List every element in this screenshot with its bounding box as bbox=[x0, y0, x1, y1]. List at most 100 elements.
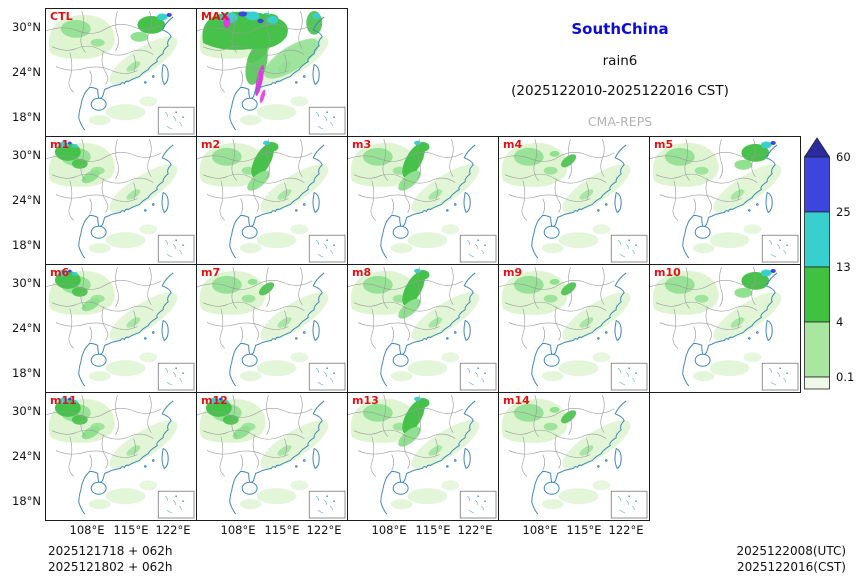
south-china-sea-inset bbox=[459, 490, 497, 519]
colorbar-level-label: 25 bbox=[836, 205, 851, 219]
lat-tick-label: 24°N bbox=[12, 449, 41, 463]
lat-tick-label: 24°N bbox=[12, 321, 41, 335]
lat-tick-label: 30°N bbox=[12, 404, 41, 418]
map-canvas bbox=[499, 138, 648, 263]
panel-ctl: CTL bbox=[45, 8, 197, 137]
lat-tick-label: 18°N bbox=[12, 110, 41, 124]
lon-tick-label: 108°E bbox=[69, 523, 105, 537]
map-canvas bbox=[348, 138, 497, 263]
panel-m5: m5 bbox=[649, 136, 801, 265]
lon-tick-label: 115°E bbox=[415, 523, 451, 537]
lon-tick-label: 108°E bbox=[220, 523, 256, 537]
map-canvas bbox=[46, 10, 195, 135]
south-china-sea-inset bbox=[459, 234, 497, 263]
south-china-sea-inset bbox=[308, 234, 346, 263]
init-time-text: 2025121718 + 062h 2025121802 + 062h bbox=[48, 543, 173, 575]
south-china-sea-inset bbox=[157, 234, 195, 263]
colorbar-level-label: 4 bbox=[836, 315, 844, 329]
lat-tick-label: 24°N bbox=[12, 193, 41, 207]
map-canvas bbox=[46, 138, 195, 263]
panel-label: m13 bbox=[352, 394, 379, 407]
title-block: SouthChina rain6 (2025122010-2025122016 … bbox=[430, 20, 810, 129]
region-title: SouthChina bbox=[571, 20, 669, 38]
map-canvas bbox=[348, 394, 497, 519]
valid-time-line2: 2025122016(CST) bbox=[736, 560, 846, 574]
panel-label: m14 bbox=[503, 394, 530, 407]
colorbar-level-label: 0.1 bbox=[836, 370, 855, 384]
lon-tick-label: 122°E bbox=[608, 523, 644, 537]
panel-label: m2 bbox=[201, 138, 221, 151]
colorbar bbox=[804, 137, 830, 390]
panel-label: m1 bbox=[50, 138, 70, 151]
lon-tick-label: 115°E bbox=[264, 523, 300, 537]
lat-tick-label: 18°N bbox=[12, 494, 41, 508]
panel-label: m3 bbox=[352, 138, 372, 151]
map-canvas bbox=[650, 266, 799, 391]
south-china-sea-inset bbox=[308, 106, 346, 135]
colorbar-arrow-icon bbox=[804, 137, 830, 158]
lon-tick-label: 122°E bbox=[457, 523, 493, 537]
lat-tick-label: 18°N bbox=[12, 238, 41, 252]
init-time-line2: 2025121802 + 062h bbox=[48, 560, 173, 574]
south-china-sea-inset bbox=[459, 362, 497, 391]
panel-m14: m14 bbox=[498, 392, 650, 521]
lat-tick-label: 30°N bbox=[12, 20, 41, 34]
panel-m10: m10 bbox=[649, 264, 801, 393]
colorbar-segment bbox=[804, 266, 830, 323]
panel-max: MAX bbox=[196, 8, 348, 137]
south-china-sea-inset bbox=[761, 362, 799, 391]
south-china-sea-inset bbox=[157, 106, 195, 135]
lon-tick-label: 108°E bbox=[371, 523, 407, 537]
valid-period: (2025122010-2025122016 CST) bbox=[511, 83, 729, 99]
lat-tick-label: 24°N bbox=[12, 65, 41, 79]
map-canvas bbox=[650, 138, 799, 263]
colorbar-segment bbox=[804, 156, 830, 213]
map-canvas bbox=[348, 266, 497, 391]
panel-m6: m6 bbox=[45, 264, 197, 393]
south-china-sea-inset bbox=[308, 490, 346, 519]
colorbar-segment bbox=[804, 321, 830, 378]
panel-label: m10 bbox=[654, 266, 681, 279]
panels-grid: CTL MAX m1 m2 m3 bbox=[45, 8, 815, 521]
map-canvas bbox=[499, 394, 648, 519]
colorbar-level-label: 60 bbox=[836, 150, 851, 164]
panel-label: m8 bbox=[352, 266, 372, 279]
south-china-sea-inset bbox=[157, 490, 195, 519]
panel-m9: m9 bbox=[498, 264, 650, 393]
lon-tick-label: 115°E bbox=[113, 523, 149, 537]
map-canvas bbox=[197, 10, 346, 135]
south-china-sea-inset bbox=[157, 362, 195, 391]
panel-label: m5 bbox=[654, 138, 674, 151]
panel-label: m9 bbox=[503, 266, 523, 279]
lat-tick-label: 18°N bbox=[12, 366, 41, 380]
panel-m12: m12 bbox=[196, 392, 348, 521]
panel-m11: m11 bbox=[45, 392, 197, 521]
colorbar-level-label: 13 bbox=[836, 260, 851, 274]
lon-tick-label: 122°E bbox=[306, 523, 342, 537]
panel-m13: m13 bbox=[347, 392, 499, 521]
map-canvas bbox=[197, 138, 346, 263]
map-canvas bbox=[46, 266, 195, 391]
valid-time-text: 2025122008(UTC) 2025122016(CST) bbox=[737, 543, 847, 575]
map-canvas bbox=[197, 394, 346, 519]
south-china-sea-inset bbox=[761, 234, 799, 263]
panel-m8: m8 bbox=[347, 264, 499, 393]
model-name: CMA-REPS bbox=[587, 114, 653, 129]
panel-label: m12 bbox=[201, 394, 228, 407]
panel-m1: m1 bbox=[45, 136, 197, 265]
panel-label: m11 bbox=[50, 394, 77, 407]
panel-m3: m3 bbox=[347, 136, 499, 265]
map-canvas bbox=[197, 266, 346, 391]
variable-title: rain6 bbox=[602, 53, 638, 69]
lon-tick-label: 108°E bbox=[522, 523, 558, 537]
panel-label: m4 bbox=[503, 138, 523, 151]
south-china-sea-inset bbox=[308, 362, 346, 391]
map-canvas bbox=[46, 394, 195, 519]
colorbar-segment bbox=[804, 211, 830, 268]
panel-label: m6 bbox=[50, 266, 70, 279]
panel-m4: m4 bbox=[498, 136, 650, 265]
lon-tick-label: 122°E bbox=[155, 523, 191, 537]
panel-m2: m2 bbox=[196, 136, 348, 265]
lat-tick-label: 30°N bbox=[12, 276, 41, 290]
lon-tick-label: 115°E bbox=[566, 523, 602, 537]
